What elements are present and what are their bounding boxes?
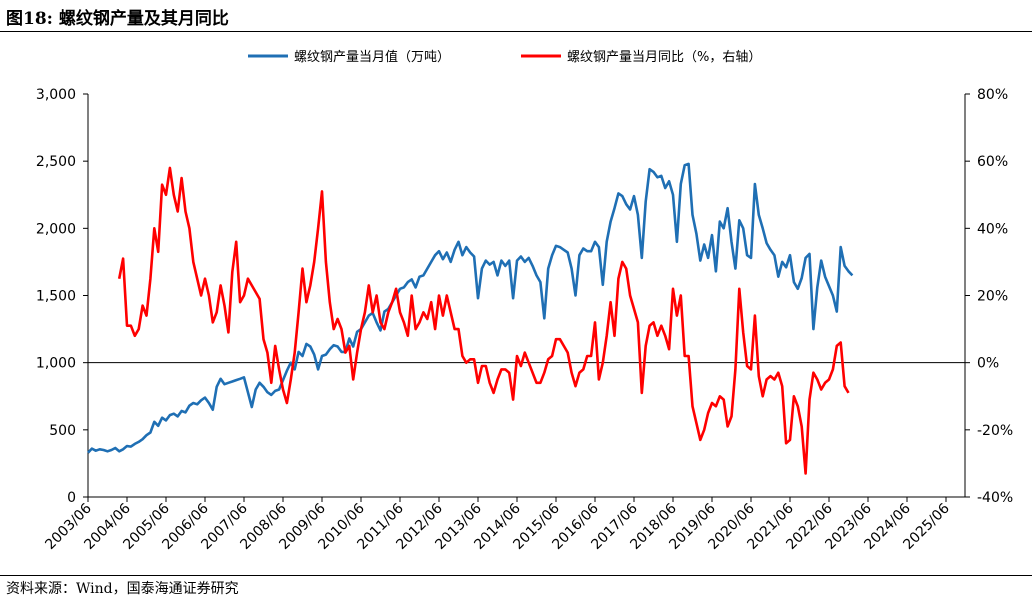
- series-line-yoy: [117, 166, 850, 475]
- left-tick-label: 500: [49, 423, 76, 439]
- series-line-output: [87, 162, 854, 454]
- left-tick-label: 1,000: [36, 356, 76, 372]
- legend-label-output: 螺纹钢产量当月值（万吨）: [294, 49, 450, 65]
- left-tick-label: 1,500: [36, 289, 76, 305]
- source-rule: [0, 575, 1032, 576]
- right-tick-label: 40%: [977, 221, 1008, 237]
- chart-area: 0 500 1,000 1,500 2,000 2,500 3,000 -40% -20% 0% 2…: [36, 49, 1013, 553]
- right-tick-label: 80%: [977, 87, 1008, 103]
- figure-title: 图18: 螺纹钢产量及其月同比: [6, 9, 229, 29]
- left-tick-label: 0: [67, 490, 76, 506]
- right-tick-label: 20%: [977, 289, 1008, 305]
- right-tick-label: 60%: [977, 154, 1008, 170]
- source-note: 资料来源：Wind，国泰海通证券研究: [6, 581, 239, 597]
- right-tick-label: -40%: [977, 490, 1013, 506]
- title-rule: [0, 31, 1032, 32]
- left-tick-label: 2,500: [36, 154, 76, 170]
- left-tick-label: 3,000: [36, 87, 76, 103]
- legend-label-yoy: 螺纹钢产量当月同比（%，右轴）: [567, 50, 761, 65]
- right-tick-label: -20%: [977, 423, 1013, 439]
- right-tick-label: 0%: [977, 356, 999, 372]
- left-tick-label: 2,000: [36, 221, 76, 237]
